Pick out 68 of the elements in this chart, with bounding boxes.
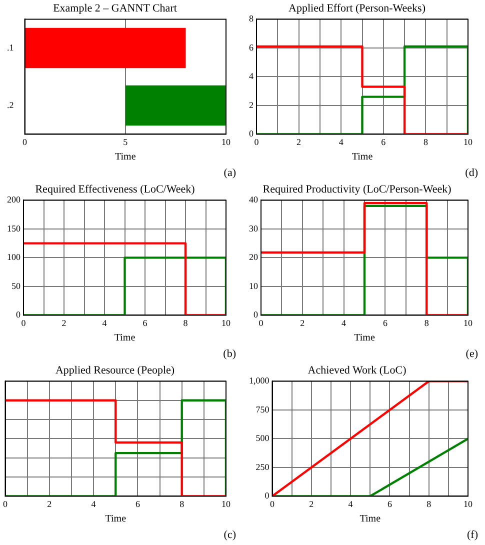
x-tick-label: 6 — [382, 318, 388, 328]
y-tick-label: .2 — [7, 100, 14, 110]
x-tick-label: 2 — [296, 136, 302, 147]
y-tick-label: 0 — [249, 128, 254, 139]
x-tick-label: 8 — [426, 498, 432, 509]
x-axis-title: Time — [360, 514, 382, 525]
y-tick-label: .1 — [7, 42, 14, 52]
chart-title: Applied Resource (People) — [55, 364, 175, 376]
x-tick-label: 2 — [309, 498, 314, 509]
y-tick-label: 750 — [256, 404, 270, 414]
x-tick-label: 6 — [142, 318, 148, 328]
y-tick-label: 30 — [249, 223, 258, 234]
y-tick-label: 0 — [264, 490, 270, 501]
x-tick-label: 6 — [135, 498, 140, 509]
chart-title: Required Productivity (LoC/Person-Week) — [262, 183, 452, 196]
y-tick-label: 100 — [7, 252, 21, 262]
x-tick-label: 0 — [22, 136, 28, 147]
x-tick-label: 6 — [387, 498, 392, 509]
x-axis-title: Time — [114, 152, 136, 163]
y-tick-label: 50 — [12, 280, 21, 291]
text: (a) — [224, 167, 236, 179]
x-tick-label: 4 — [348, 498, 354, 509]
y-tick-label: 250 — [256, 462, 270, 472]
chart-title: Example 2 – GANNT Chart — [53, 2, 177, 14]
y-tick-label: 500 — [256, 433, 270, 444]
y-tick-label: 40 — [249, 194, 258, 205]
x-tick-label: 4 — [91, 498, 96, 509]
x-tick-label: 2 — [62, 318, 66, 328]
chart-title: Applied Effort (Person-Weeks) — [288, 2, 426, 14]
x-tick-label: 8 — [424, 318, 430, 328]
x-tick-label: 10 — [464, 498, 473, 509]
x-axis-title: Time — [105, 514, 127, 525]
y-tick-label: 2 — [249, 100, 254, 110]
x-axis-title: Time — [352, 152, 374, 163]
text: (c) — [224, 529, 236, 541]
x-tick-label: 10 — [222, 498, 231, 509]
x-axis-title: Time — [114, 332, 136, 344]
x-tick-label: 4 — [102, 318, 108, 328]
x-axis-title: Time — [354, 332, 376, 344]
y-tick-label: 4 — [249, 71, 254, 82]
y-tick-label: 20 — [249, 252, 258, 262]
chart-title: Required Effectiveness (LoC/Week) — [35, 183, 196, 196]
x-tick-label: 6 — [381, 136, 386, 147]
text: (e) — [466, 348, 478, 360]
y-tick-label: 150 — [7, 223, 21, 234]
y-tick-label: 200 — [7, 194, 21, 205]
y-tick-label: 0 — [254, 310, 258, 320]
x-tick-label: 2 — [47, 498, 52, 509]
x-tick-label: 5 — [123, 136, 128, 147]
x-tick-label: 8 — [423, 136, 428, 147]
x-tick-label: 10 — [464, 318, 473, 328]
text: (d) — [465, 167, 478, 179]
x-tick-label: 10 — [464, 136, 473, 147]
y-tick-label: 10 — [249, 280, 258, 291]
text: (f) — [467, 529, 478, 541]
y-tick-label: 6 — [249, 42, 254, 52]
y-tick-label: 8 — [249, 14, 254, 24]
y-tick-label: 0 — [16, 310, 21, 320]
text: (b) — [223, 348, 236, 360]
y-tick-label: 1,000 — [249, 376, 270, 386]
x-tick-label: 2 — [300, 318, 305, 328]
x-tick-label: 4 — [342, 318, 347, 328]
chart-title: Achieved Work (LoC) — [308, 364, 407, 376]
x-tick-label: 10 — [222, 318, 231, 328]
x-tick-label: 8 — [180, 498, 185, 509]
x-tick-label: 4 — [338, 136, 344, 147]
x-tick-label: 10 — [222, 136, 231, 147]
x-tick-label: 8 — [183, 318, 188, 328]
